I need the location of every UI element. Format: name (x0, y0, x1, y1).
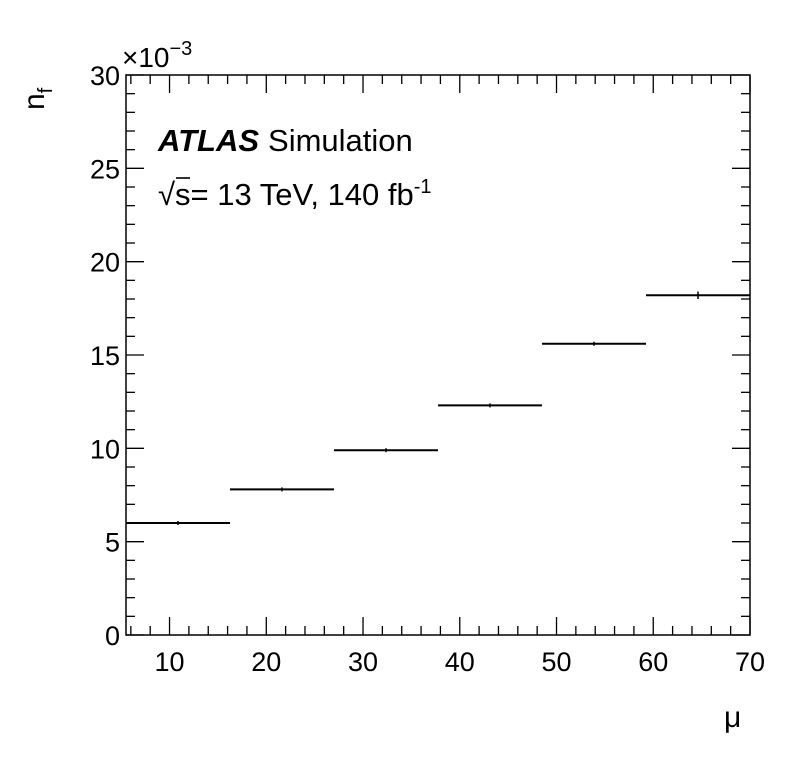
y-tick-label: 30 (90, 61, 120, 91)
y-tick-label: 10 (90, 434, 120, 464)
y-tick-label: 20 (90, 248, 120, 278)
axis-ticks (126, 74, 751, 636)
x-tick-label: 10 (155, 647, 185, 677)
y-tick-label: 25 (90, 154, 120, 184)
axis-tick-labels: 10 20 30 40 50 60 70 0 5 10 15 20 25 30 (90, 61, 765, 677)
energy-lumi-label: √s= 13 TeV, 140 fb-1 (158, 176, 432, 212)
x-tick-label: 30 (348, 647, 378, 677)
x-axis-title: μ (724, 701, 741, 734)
x-tick-label: 50 (541, 647, 571, 677)
atlas-label: ATLAS Simulation (157, 123, 413, 158)
x-tick-label: 20 (251, 647, 281, 677)
y-tick-label: 15 (90, 341, 120, 371)
x-tick-label: 60 (638, 647, 668, 677)
y-axis-title: nf (18, 87, 57, 110)
y-multiplier: ×10−3 (122, 38, 192, 73)
histogram-series (126, 291, 750, 525)
y-tick-label: 5 (105, 528, 120, 558)
x-tick-label: 40 (445, 647, 475, 677)
x-tick-label: 70 (735, 647, 765, 677)
plot-frame (125, 74, 751, 636)
y-tick-label: 0 (105, 621, 120, 651)
